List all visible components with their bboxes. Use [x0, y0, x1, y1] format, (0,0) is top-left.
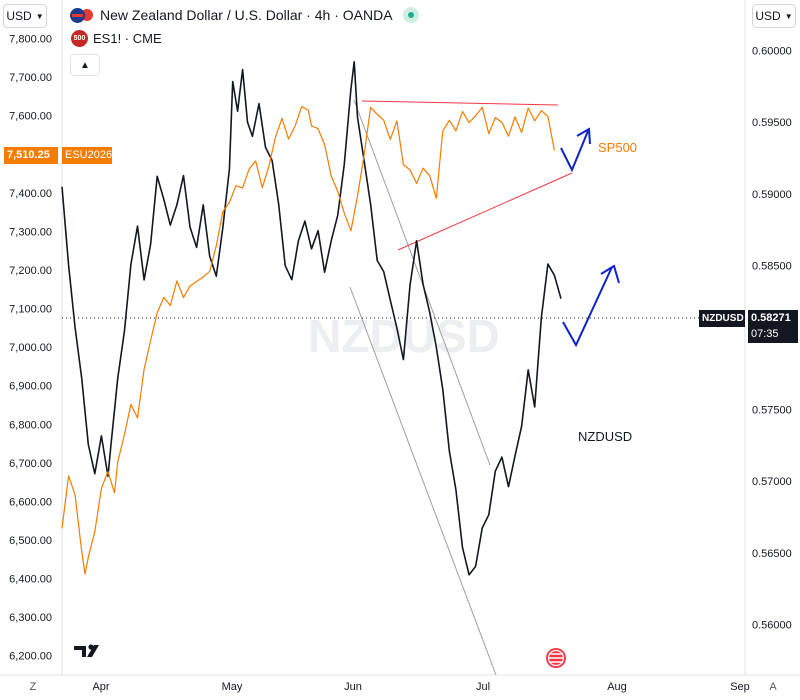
- resistance-line[interactable]: [361, 100, 559, 106]
- left-tick-label: 6,900.00: [9, 381, 52, 393]
- bar-countdown-tag: 07:35: [748, 326, 798, 343]
- right-tick-label: 0.56500: [752, 548, 792, 560]
- compare-symbol-legend[interactable]: 500 ES1! · CME: [71, 30, 162, 47]
- nzdusd-forecast-arrow[interactable]: [562, 266, 613, 348]
- left-tick-label: 6,800.00: [9, 419, 52, 431]
- time-tick-label: Aug: [607, 681, 627, 693]
- right-tick-label: 0.59500: [752, 117, 792, 129]
- right-symbol-tag: NZDUSD: [699, 310, 745, 327]
- right-tick-label: 0.57500: [752, 404, 792, 416]
- right-tick-label: 0.58500: [752, 261, 792, 273]
- market-open-icon: [402, 7, 419, 23]
- right-tick-label: 0.60000: [752, 45, 792, 57]
- channel-upper-line[interactable]: [353, 99, 491, 466]
- economic-events-icon[interactable]: [546, 648, 566, 668]
- left-symbol-tag: ESU2026: [62, 147, 112, 164]
- left-tick-label: 6,300.00: [9, 612, 52, 624]
- left-tick-label: 6,600.00: [9, 496, 52, 508]
- auto-scale-button[interactable]: A: [769, 681, 777, 693]
- left-tick-label: 7,700.00: [9, 72, 52, 84]
- chevron-up-icon: ▲: [80, 59, 90, 71]
- nzdusd-series-line[interactable]: [61, 61, 562, 576]
- left-tick-label: 7,100.00: [9, 304, 52, 316]
- time-tick-label: Jun: [344, 681, 362, 693]
- right-last-price-tag: 0.58271: [748, 310, 798, 327]
- time-tick-label: Apr: [92, 681, 109, 693]
- compare-symbol-label: ES1! · CME: [93, 31, 162, 46]
- main-symbol-legend[interactable]: New Zealand Dollar / U.S. Dollar · 4h · …: [70, 7, 419, 23]
- right-tick-label: 0.57000: [752, 476, 792, 488]
- time-tick-label: Jul: [476, 681, 490, 693]
- collapse-legend-button[interactable]: ▲: [70, 54, 100, 76]
- drawings-layer: [349, 99, 573, 676]
- left-currency-button[interactable]: USD ▼: [3, 4, 47, 28]
- left-last-price-tag: 7,510.25: [4, 147, 58, 164]
- zoom-button[interactable]: Z: [29, 681, 37, 693]
- sp500-annotation: SP500: [598, 140, 637, 155]
- sp500-series-line[interactable]: [61, 106, 555, 575]
- right-tick-label: 0.56000: [752, 620, 792, 632]
- left-tick-label: 6,400.00: [9, 574, 52, 586]
- time-tick-label: May: [222, 681, 243, 693]
- left-tick-label: 6,500.00: [9, 535, 52, 547]
- chart-title: New Zealand Dollar / U.S. Dollar · 4h · …: [100, 7, 393, 23]
- nz-flag-icon: [70, 7, 85, 23]
- left-tick-label: 7,000.00: [9, 342, 52, 354]
- forecast-arrows: [560, 127, 620, 348]
- left-price-axis[interactable]: 7,800.007,700.007,600.007,500.007,400.00…: [9, 34, 52, 663]
- time-axis[interactable]: Apr May Jun Jul Aug Sep: [92, 681, 749, 693]
- left-tick-label: 6,200.00: [9, 651, 52, 663]
- nzdusd-annotation: NZDUSD: [578, 429, 632, 444]
- sp500-badge-icon: 500: [71, 30, 88, 47]
- time-tick-label: Sep: [730, 681, 750, 693]
- right-currency-button[interactable]: USD ▼: [752, 4, 796, 28]
- sp500-forecast-arrow[interactable]: [560, 130, 589, 173]
- left-tick-label: 6,700.00: [9, 458, 52, 470]
- sp500-arrow-head: [576, 127, 591, 145]
- left-tick-label: 7,600.00: [9, 111, 52, 123]
- left-tick-label: 7,300.00: [9, 226, 52, 238]
- right-tick-label: 0.59000: [752, 189, 792, 201]
- support-line[interactable]: [397, 172, 573, 251]
- channel-lower-line[interactable]: [349, 286, 497, 676]
- left-tick-label: 7,400.00: [9, 188, 52, 200]
- left-tick-label: 7,800.00: [9, 34, 52, 46]
- series-layer: [61, 61, 562, 576]
- tradingview-logo[interactable]: [74, 644, 99, 657]
- left-tick-label: 7,200.00: [9, 265, 52, 277]
- nzdusd-arrow-head: [600, 264, 620, 284]
